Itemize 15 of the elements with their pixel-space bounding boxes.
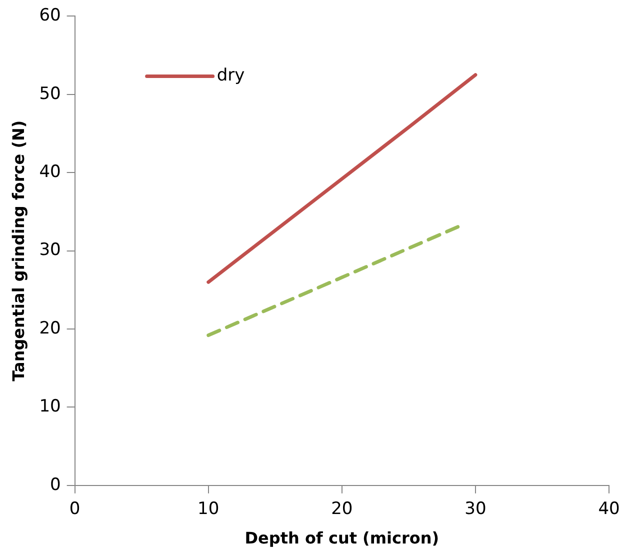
y-tick-label: 10 <box>39 396 61 417</box>
x-tick-label: 40 <box>598 499 620 520</box>
y-tick-label: 40 <box>39 162 61 182</box>
x-axis-title: Depth of cut (micron) <box>244 528 440 548</box>
y-axis-title: Tangential grinding force (N) <box>8 120 28 382</box>
y-tick-label: 60 <box>39 6 61 26</box>
x-tick-label: 30 <box>464 499 486 520</box>
y-tick-label: 0 <box>50 474 61 495</box>
x-tick-label: 10 <box>198 499 220 520</box>
y-tick-label: 30 <box>39 240 61 260</box>
x-tick-label: 0 <box>69 499 80 520</box>
legend-label: dry <box>216 66 245 86</box>
y-tick-label: 50 <box>39 84 61 104</box>
x-tick-label: 20 <box>331 499 353 520</box>
y-tick-label: 20 <box>39 318 61 338</box>
